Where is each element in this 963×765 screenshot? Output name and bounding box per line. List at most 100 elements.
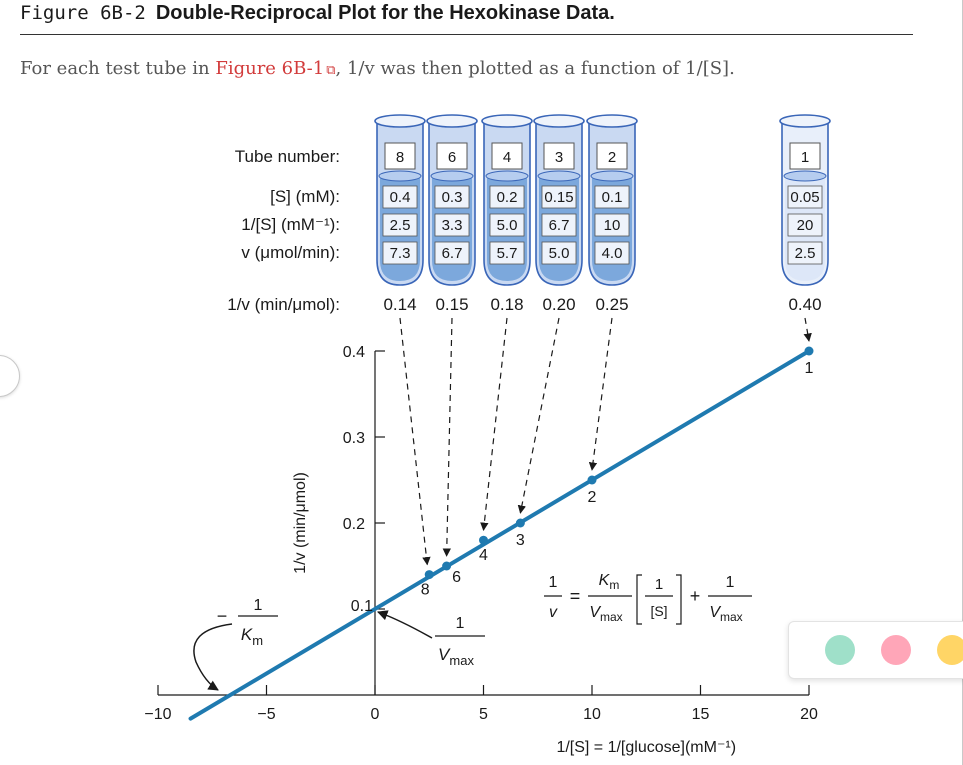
tube-rim — [481, 114, 533, 128]
tube-number-box — [789, 142, 821, 170]
svg-text:1: 1 — [655, 576, 663, 593]
point-label-1: 1 — [805, 360, 814, 377]
tube-meniscus — [537, 170, 581, 182]
tube-v-value: 6.7 — [442, 245, 463, 262]
svg-text:+: + — [690, 586, 701, 606]
regression-line — [188, 349, 811, 721]
tube-cell — [541, 241, 577, 265]
label-tube-number: Tube number: — [235, 147, 340, 166]
inverse-velocity-value: 0.14 — [383, 295, 416, 314]
tube-cell — [594, 185, 630, 209]
tube-v-value: 2.5 — [795, 245, 816, 262]
tube-number-box — [596, 142, 628, 170]
svg-text:1: 1 — [254, 597, 263, 614]
tube-cell — [489, 241, 525, 265]
tube-s-value: 0.15 — [544, 189, 573, 206]
label-inverse-velocity: 1/v (min/μmol): — [227, 295, 340, 314]
tube-cell — [787, 185, 823, 209]
inverse-velocity-value: 0.18 — [490, 295, 523, 314]
tube-cell — [382, 185, 418, 209]
svg-text:[S]: [S] — [650, 603, 667, 619]
svg-text:Vmax: Vmax — [438, 645, 474, 668]
tube-s-value: 0.1 — [602, 189, 623, 206]
y-tick-label: 0.2 — [343, 516, 365, 533]
x-tick-label: −5 — [257, 706, 275, 723]
data-point-1 — [804, 346, 814, 356]
green-dot[interactable] — [825, 635, 855, 665]
svg-text:=: = — [570, 586, 581, 606]
arrow-tube-6 — [442, 317, 453, 557]
pink-dot[interactable] — [881, 635, 911, 665]
figure-title: Figure 6B-2 Double-Reciprocal Plot for th… — [20, 2, 615, 25]
tube-meniscus — [485, 170, 529, 182]
figure-number: Figure 6B-2 — [20, 2, 146, 24]
test-tube-8: 8 0.4 2.5 7.3 — [374, 114, 426, 286]
test-tube-6: 6 0.3 3.3 6.7 — [426, 114, 478, 286]
y-axis-label: 1/v (min/μmol) — [292, 472, 309, 574]
tube-rim — [426, 114, 478, 128]
tube-rim — [779, 114, 831, 128]
svg-text:1: 1 — [549, 574, 558, 591]
tube-meniscus — [378, 170, 422, 182]
figure-caption: For each test tube in Figure 6B-1 ⧉, 1/v … — [20, 58, 735, 79]
svg-text:1: 1 — [726, 574, 735, 591]
tube-v-value: 7.3 — [390, 245, 411, 262]
arrow-tube-8 — [399, 317, 431, 566]
tube-rim — [533, 114, 585, 128]
x-intercept-label: 1 −Km — [217, 597, 278, 648]
arrow-tube-2 — [588, 317, 613, 471]
y-intercept-value: 0.1 — [351, 598, 373, 615]
yellow-dot[interactable] — [937, 635, 963, 665]
svg-text:v: v — [549, 604, 558, 621]
x-axis-label: 1/[S] = 1/[glucose](mM⁻¹) — [556, 739, 736, 756]
caption-suffix: , 1/v was then plotted as a function of … — [335, 58, 735, 79]
x-tick-label: 0 — [371, 706, 380, 723]
tubes-layer: 8 0.4 2.5 7.3 6 0.3 3.3 6.7 4 0.2 5.0 5.7 3 0.15 6.7 5.… — [374, 114, 831, 286]
inverse-velocity-value: 0.40 — [788, 295, 821, 314]
svg-text:1: 1 — [456, 615, 465, 632]
tube-v-value: 5.7 — [497, 245, 518, 262]
tube-inv-s-value: 5.0 — [497, 217, 518, 234]
external-link-icon[interactable]: ⧉ — [326, 63, 336, 78]
y-intercept-label: 1 Vmax — [435, 615, 485, 668]
arrow-tube-4 — [480, 317, 508, 532]
data-point-3 — [515, 518, 525, 528]
point-label-3: 3 — [516, 532, 525, 549]
tube-inv-s-value: 6.7 — [549, 217, 570, 234]
test-tube-2: 2 0.1 10 4.0 — [586, 114, 638, 286]
tube-number: 3 — [555, 149, 563, 166]
data-layer: 8 6 4 3 2 1 — [188, 346, 814, 721]
color-dots-panel — [788, 621, 963, 679]
table-labels-layer: Tube number: [S] (mM): 1/[S] (mM⁻¹): v (μmo… — [227, 147, 821, 314]
tube-cell — [434, 185, 470, 209]
arrow-tube-1 — [803, 317, 812, 342]
vmax-arrow — [377, 610, 433, 639]
tube-v-value: 5.0 — [549, 245, 570, 262]
point-label-8: 8 — [421, 582, 430, 599]
tube-number-box — [384, 142, 416, 170]
y-tick-label: 0.4 — [343, 344, 365, 361]
tube-s-value: 0.3 — [442, 189, 463, 206]
tube-v-value: 4.0 — [602, 245, 623, 262]
x-tick-label: 10 — [583, 706, 601, 723]
tube-inv-s-value: 10 — [604, 217, 621, 234]
figure-link[interactable]: Figure 6B-1 — [215, 58, 325, 79]
y-tick-label: 0.3 — [343, 430, 365, 447]
tube-cell — [489, 185, 525, 209]
point-label-6: 6 — [452, 569, 461, 586]
caption-prefix: For each test tube in — [20, 58, 216, 79]
x-tick-label: 15 — [692, 706, 710, 723]
svg-text:Km: Km — [599, 572, 620, 592]
tube-cell — [382, 213, 418, 237]
tube-rim — [374, 114, 426, 128]
km-arrow — [193, 623, 233, 691]
tube-number-box — [436, 142, 468, 170]
x-tick-label: −10 — [144, 706, 171, 723]
tube-cell — [541, 185, 577, 209]
tube-s-value: 0.2 — [497, 189, 518, 206]
figure-name: Double-Reciprocal Plot for the Hexokinas… — [155, 2, 615, 24]
svg-text:Km: Km — [241, 625, 263, 648]
inverse-velocity-value: 0.25 — [595, 295, 628, 314]
